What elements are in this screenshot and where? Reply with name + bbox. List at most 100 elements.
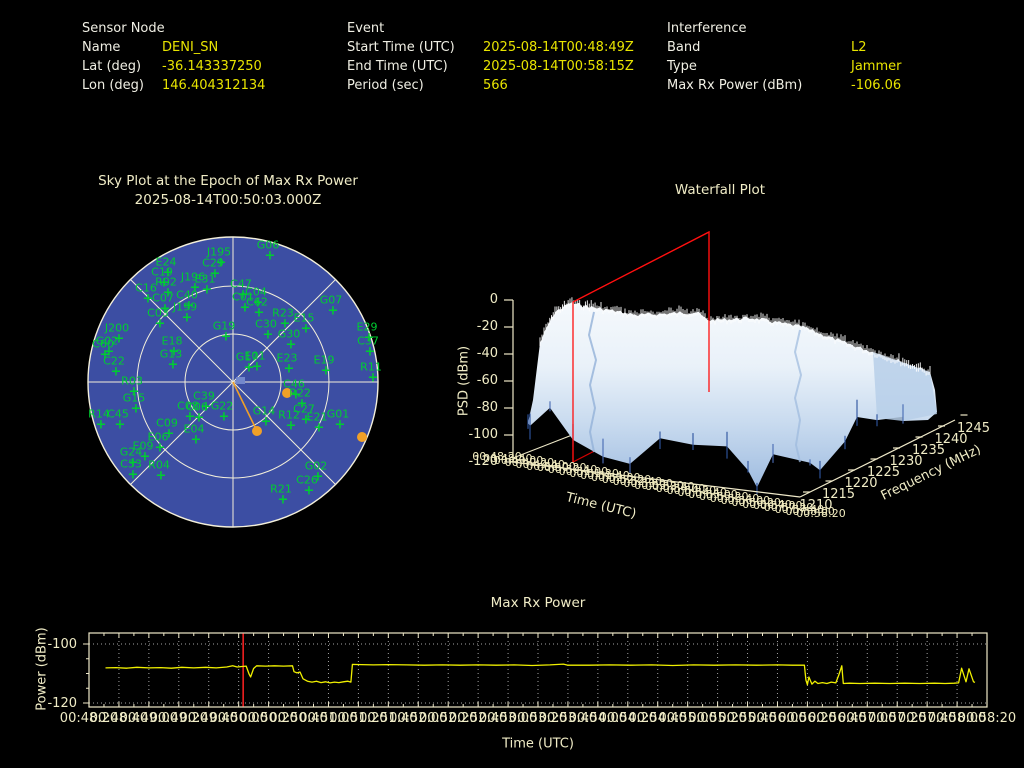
satellite-label: R12 — [278, 408, 300, 422]
satellite-label: C09 — [156, 416, 178, 430]
satellite-marker: + — [363, 330, 375, 346]
frequency-tick-label: 1230 — [889, 454, 923, 469]
power-xtick-label: 00:51:20 — [329, 711, 388, 726]
satellite-label: G14 — [252, 404, 276, 418]
satellite-label: C29 — [202, 256, 224, 270]
waterfall-time-tick-label: 00:53:00 — [623, 476, 673, 490]
frequency-tick-label: 1215 — [821, 487, 856, 502]
waterfall-title: Waterfall Plot — [674, 182, 766, 198]
satellite-marker: + — [103, 344, 115, 360]
satellite-label: E24 — [155, 255, 177, 269]
power-xtick-label: 00:49:20 — [149, 711, 208, 726]
satellite-label: G24 — [119, 445, 143, 459]
power-xtick-label: 00:54:40 — [628, 711, 687, 726]
power-xtick-label: 00:57:40 — [897, 711, 957, 726]
satellite-marker: + — [253, 305, 265, 321]
satellite-label: R22 — [289, 386, 311, 400]
satellite-marker: + — [215, 255, 227, 271]
satellite-marker: + — [184, 409, 196, 425]
lat-value: -36.143337250 — [162, 59, 262, 74]
lon-value: 146.404312134 — [162, 78, 266, 93]
end-time-label: End Time (UTC) — [347, 59, 448, 74]
satellite-label: G02 — [304, 459, 328, 473]
band-label: Band — [667, 40, 701, 55]
satellite-label: C45 — [107, 407, 129, 421]
satellite-marker: + — [158, 275, 170, 291]
power-xtick-label: 00:51:40 — [359, 711, 418, 726]
power-xtick-label: 00:52:00 — [389, 711, 448, 726]
satellite-marker: + — [167, 357, 179, 373]
satellite-marker: + — [181, 310, 193, 326]
satellite-marker: + — [189, 280, 201, 296]
satellite-marker: + — [279, 316, 291, 332]
frequency-tick-label: 1225 — [866, 465, 901, 480]
satellite-label: G15 — [122, 391, 146, 405]
waterfall-time-tick-label: 00:55:20 — [699, 489, 749, 503]
satellite-label: J200 — [104, 321, 130, 335]
satellite-label: C46 — [283, 377, 305, 391]
power-xtick-label: 00:54:00 — [568, 711, 628, 726]
waterfall-time-tick-label: 00:55:00 — [688, 488, 738, 501]
waterfall-time-tick-label: 00:53:40 — [645, 480, 695, 494]
satellite-marker: + — [127, 467, 139, 483]
power-plot-title: Max Rx Power — [490, 595, 586, 611]
power-xtick-label: 00:58:20 — [957, 711, 1017, 726]
waterfall-time-tick-label: 00:50:40 — [547, 463, 598, 477]
satellite-marker: + — [327, 303, 339, 319]
waterfall-time-tick-label: 00:56:40 — [742, 497, 792, 511]
psd-tick-label: -120 — [468, 454, 498, 469]
satellite-marker: + — [110, 364, 122, 380]
sensor-node-title: Sensor Node — [82, 21, 165, 36]
satellite-marker: + — [300, 321, 312, 337]
max-rx-power-value: -106.06 — [851, 78, 902, 93]
psd-axis-label: PSD (dBm) — [456, 345, 472, 417]
psd-tick-label: -80 — [476, 400, 498, 415]
satellite-marker: + — [239, 300, 251, 316]
power-xtick-label: 00:50:40 — [269, 711, 328, 726]
power-xtick-label: 00:56:00 — [748, 711, 807, 726]
satellite-marker: + — [218, 409, 230, 425]
satellite-label: C22 — [103, 354, 125, 368]
waterfall-time-tick-label: 00:58:20 — [796, 507, 846, 520]
satellite-label: E06 — [147, 430, 169, 444]
satellite-label: G06 — [256, 238, 280, 252]
satellite-marker: + — [163, 426, 175, 442]
start-time-label: Start Time (UTC) — [347, 40, 455, 55]
satellite-marker: + — [285, 418, 297, 434]
power-xtick-label: 00:48:40 — [89, 711, 149, 726]
waterfall-time-tick-label: 00:48:40 — [483, 451, 533, 465]
satellite-marker: + — [237, 287, 249, 303]
max-rx-power-label: Max Rx Power (dBm) — [667, 78, 803, 93]
band-value: L2 — [851, 40, 867, 55]
satellite-label: E15 — [293, 311, 315, 325]
waterfall-time-tick-label: 00:50:00 — [526, 459, 576, 473]
satellite-marker: + — [283, 361, 295, 377]
satellite-marker: + — [209, 266, 221, 282]
satellite-label: C47 — [230, 277, 252, 291]
satellite-marker: + — [303, 483, 315, 499]
satellite-marker: + — [262, 327, 274, 343]
power-xtick-label: 00:53:20 — [508, 711, 568, 726]
lon-label: Lon (deg) — [82, 78, 144, 93]
satellite-marker: + — [243, 360, 255, 376]
satellite-label: C60 — [92, 337, 114, 351]
period-label: Period (sec) — [347, 78, 424, 93]
satellite-label: E23 — [276, 351, 298, 365]
power-xtick-label: 00:57:00 — [838, 711, 897, 726]
satellite-label: E09 — [132, 439, 154, 453]
power-xtick-label: 00:56:40 — [808, 711, 867, 726]
sky-plot — [87, 236, 379, 528]
satellite-marker: + — [260, 414, 272, 430]
satellite-label: E04 — [183, 422, 205, 436]
interference-title: Interference — [667, 21, 747, 36]
satellite-label: R02 — [155, 275, 177, 289]
type-label: Type — [667, 59, 697, 74]
end-time-value: 2025-08-14T00:58:15Z — [483, 59, 634, 74]
satellite-label: C39 — [193, 389, 215, 403]
satellite-marker: + — [277, 492, 289, 508]
psd-tick-label: -40 — [476, 346, 498, 361]
satellite-marker: + — [290, 387, 302, 403]
satellite-marker: + — [162, 285, 174, 301]
satellite-label: C33 — [120, 457, 142, 471]
psd-tick-label: -100 — [468, 427, 498, 442]
